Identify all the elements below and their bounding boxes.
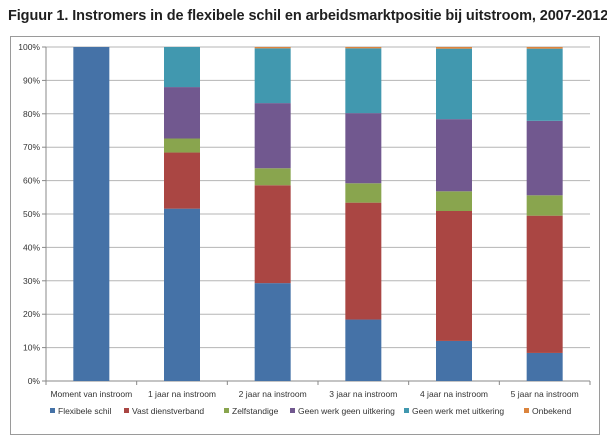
y-tick-label: 0% (28, 376, 41, 386)
x-tick-label: 5 jaar na instroom (511, 389, 579, 399)
bar-segment-flexibele-schil (254, 283, 291, 381)
legend-swatch (50, 408, 55, 413)
bar-segment-flexibele-schil (164, 208, 200, 381)
y-tick-label: 50% (23, 209, 40, 219)
bar-segment-zelfstandige (164, 138, 200, 153)
y-tick-label: 20% (23, 309, 40, 319)
x-tick-label: Moment van instroom (50, 389, 132, 399)
bar-segment-geen-werk-geen-uitkering (254, 103, 291, 169)
bar-segment-zelfstandige (436, 191, 472, 211)
x-tick-label: 3 jaar na instroom (329, 389, 397, 399)
y-tick-label: 80% (23, 109, 40, 119)
y-tick-label: 90% (23, 75, 40, 85)
bar-segment-flexibele-schil (436, 340, 472, 381)
x-tick-label: 4 jaar na instroom (420, 389, 488, 399)
legend-label: Zelfstandige (232, 406, 279, 416)
bar-segment-onbekend (254, 47, 291, 49)
legend-swatch (404, 408, 409, 413)
y-tick-label: 100% (18, 42, 40, 52)
bar-segment-geen-werk-geen-uitkering (436, 119, 472, 192)
bar-segment-flexibele-schil (73, 47, 110, 381)
x-tick-label: 1 jaar na instroom (148, 389, 216, 399)
y-tick-label: 40% (23, 242, 40, 252)
bar-segment-vast-dienstverband (254, 185, 291, 284)
bar-segment-geen-werk-met-uitkering (164, 47, 200, 88)
legend-swatch (224, 408, 229, 413)
legend-label: Flexibele schil (58, 406, 111, 416)
chart-title: Figuur 1. Instromers in de flexibele sch… (8, 8, 607, 24)
y-tick-label: 10% (23, 343, 40, 353)
y-tick-label: 30% (23, 276, 40, 286)
bar-segment-flexibele-schil (345, 319, 382, 381)
legend-swatch (124, 408, 129, 413)
bar-segment-vast-dienstverband (436, 210, 472, 341)
bar-segment-geen-werk-met-uitkering (345, 48, 382, 114)
bar-segment-geen-werk-geen-uitkering (164, 87, 200, 139)
bar-segment-onbekend (436, 47, 472, 49)
legend-swatch (290, 408, 295, 413)
bar-segment-zelfstandige (345, 183, 382, 203)
bar-segment-geen-werk-geen-uitkering (526, 120, 563, 196)
legend-label: Onbekend (532, 406, 571, 416)
x-tick-label: 2 jaar na instroom (239, 389, 307, 399)
bar-segment-flexibele-schil (526, 352, 563, 381)
legend-label: Vast dienstverband (132, 406, 204, 416)
bar-segment-geen-werk-met-uitkering (254, 48, 291, 104)
bar-segment-geen-werk-met-uitkering (526, 48, 563, 121)
legend-label: Geen werk met uitkering (412, 406, 504, 416)
bar-segment-geen-werk-geen-uitkering (345, 113, 382, 184)
bar-segment-zelfstandige (254, 168, 291, 186)
chart-frame (10, 36, 600, 435)
bar-segment-vast-dienstverband (526, 215, 563, 353)
bar-segment-onbekend (526, 47, 563, 49)
legend-swatch (524, 408, 529, 413)
bar-segment-zelfstandige (526, 195, 563, 216)
bar-segment-geen-werk-met-uitkering (436, 48, 472, 120)
bar-segment-vast-dienstverband (345, 202, 382, 320)
bar-segment-vast-dienstverband (164, 152, 200, 209)
legend-label: Geen werk geen uitkering (298, 406, 395, 416)
y-tick-label: 70% (23, 142, 40, 152)
y-tick-label: 60% (23, 176, 40, 186)
bar-segment-onbekend (345, 47, 382, 49)
